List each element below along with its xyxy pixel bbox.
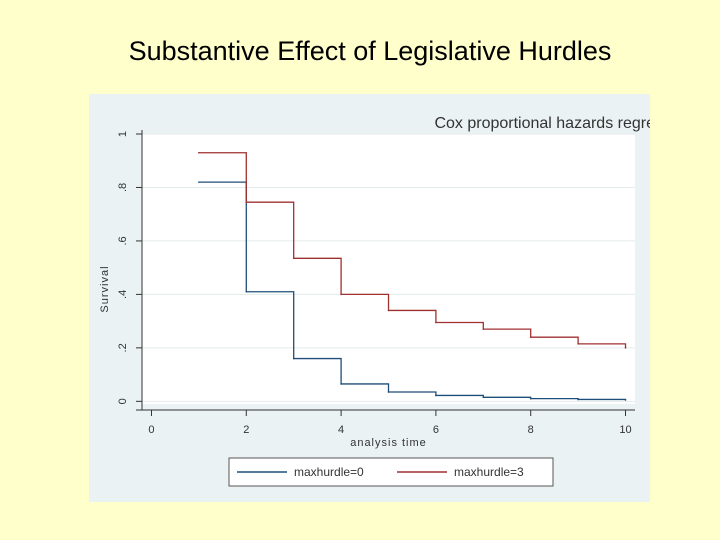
y-tick-label-0: 0 xyxy=(117,398,129,404)
y-tick-label-1: .2 xyxy=(117,343,129,352)
series-point-0-7 xyxy=(529,397,532,400)
x-axis-title: analysis time xyxy=(350,437,427,449)
series-point-1-0 xyxy=(198,151,200,154)
plot-area xyxy=(142,134,635,404)
x-tick-label-4: 8 xyxy=(528,424,534,436)
series-point-1-2 xyxy=(292,257,295,260)
series-point-1-6 xyxy=(482,328,485,330)
series-point-0-9 xyxy=(624,399,627,401)
series-point-1-3 xyxy=(340,293,342,296)
series-point-1-4 xyxy=(387,309,390,312)
series-point-1-5 xyxy=(435,321,437,324)
y-tick-label-3: .6 xyxy=(117,236,129,245)
series-point-1-1 xyxy=(245,201,248,203)
x-tick-label-5: 10 xyxy=(619,424,631,436)
series-point-0-3 xyxy=(340,383,342,385)
slide-title: Substantive Effect of Legislative Hurdle… xyxy=(128,36,612,66)
series-point-1-9 xyxy=(624,347,627,349)
x-tick-label-2: 4 xyxy=(338,424,344,436)
legend-label-0: maxhurdle=0 xyxy=(294,465,364,479)
series-point-0-8 xyxy=(577,398,579,401)
y-axis-title: Survival xyxy=(99,265,111,312)
series-point-1-7 xyxy=(529,336,532,338)
series-point-0-0 xyxy=(198,181,200,183)
series-point-0-4 xyxy=(387,391,390,393)
y-tick-label-2: .4 xyxy=(117,290,129,299)
series-point-0-1 xyxy=(245,290,248,293)
series-line-maxhurdle-0 xyxy=(198,181,627,401)
y-tick-label-4: .8 xyxy=(117,183,129,192)
x-tick-label-0: 0 xyxy=(148,424,154,436)
y-tick-label-5: 1 xyxy=(117,131,129,137)
series-point-0-5 xyxy=(435,394,437,397)
legend-label-1: maxhurdle=3 xyxy=(454,465,524,479)
series-point-0-2 xyxy=(292,357,295,360)
series-point-0-6 xyxy=(482,396,485,399)
x-tick-label-3: 6 xyxy=(433,424,439,436)
x-tick-label-1: 2 xyxy=(243,424,249,436)
series-point-1-8 xyxy=(577,343,579,345)
series-line-maxhurdle-3 xyxy=(198,152,627,348)
chart-panel: 0.2.4.6.8 1 0 2 4 6 8 10 analysis time Survival Co… xyxy=(89,94,650,502)
chart-title: Cox proportional hazards regre xyxy=(434,115,650,132)
